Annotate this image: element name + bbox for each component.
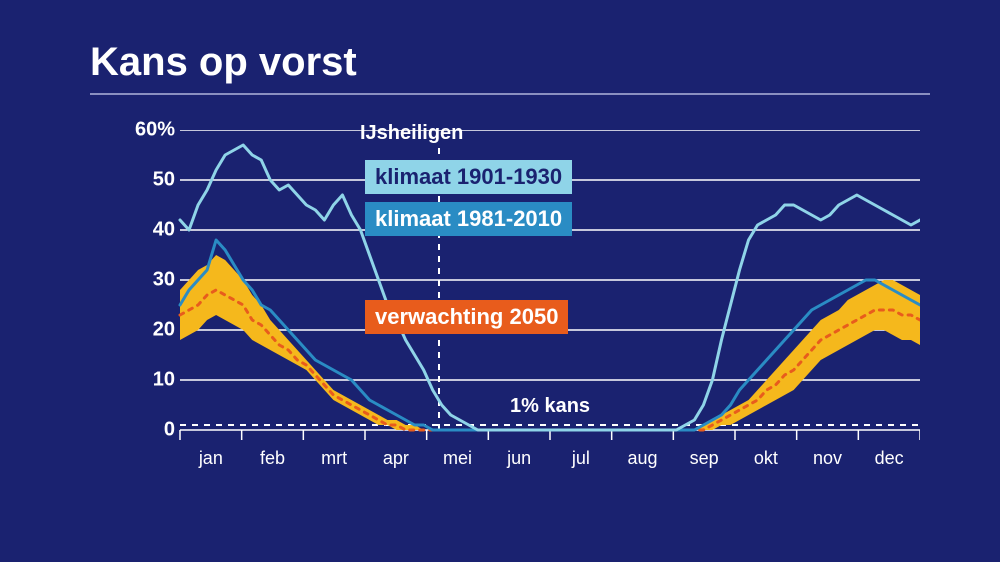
y-tick-50: 50 (153, 169, 175, 192)
x-tick: apr (383, 448, 409, 469)
y-tick-0: 0 (164, 419, 175, 442)
page-title: Kans op vorst (90, 40, 930, 85)
y-tick-30: 30 (153, 269, 175, 292)
annotation-ijsheiligen: IJsheiligen (360, 122, 463, 145)
legend-1901-1930: klimaat 1901-1930 (365, 160, 572, 194)
x-tick: jul (572, 448, 590, 469)
x-tick: jun (507, 448, 531, 469)
x-tick: mrt (321, 448, 347, 469)
x-tick: sep (690, 448, 719, 469)
frost-chart: 60% 50 40 30 20 10 0 jan feb mrt apr mei… (130, 130, 920, 510)
y-tick-20: 20 (153, 319, 175, 342)
legend-2050: verwachting 2050 (365, 300, 568, 334)
x-tick: mei (443, 448, 472, 469)
x-tick: okt (754, 448, 778, 469)
x-tick: dec (875, 448, 904, 469)
y-tick-40: 40 (153, 219, 175, 242)
title-divider (90, 93, 930, 95)
y-tick-60: 60% (135, 119, 175, 142)
x-tick: aug (627, 448, 657, 469)
x-tick: feb (260, 448, 285, 469)
y-tick-10: 10 (153, 369, 175, 392)
legend-1981-2010: klimaat 1981-2010 (365, 202, 572, 236)
annotation-1pct: 1% kans (510, 395, 590, 418)
x-tick: nov (813, 448, 842, 469)
x-tick: jan (199, 448, 223, 469)
